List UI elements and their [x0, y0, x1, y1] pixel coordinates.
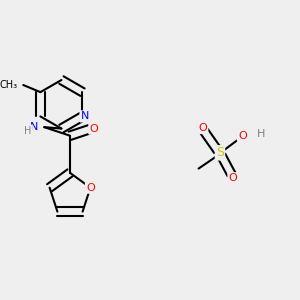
Text: CH₃: CH₃ — [0, 80, 18, 90]
Text: S: S — [216, 146, 224, 159]
Text: O: O — [86, 183, 95, 193]
Text: H: H — [24, 126, 32, 136]
Text: N: N — [30, 122, 38, 132]
Text: O: O — [89, 124, 98, 134]
Text: O: O — [199, 123, 207, 133]
Text: O: O — [229, 173, 237, 183]
Text: O: O — [238, 131, 247, 141]
Text: N: N — [81, 111, 89, 122]
Text: H: H — [257, 129, 265, 139]
